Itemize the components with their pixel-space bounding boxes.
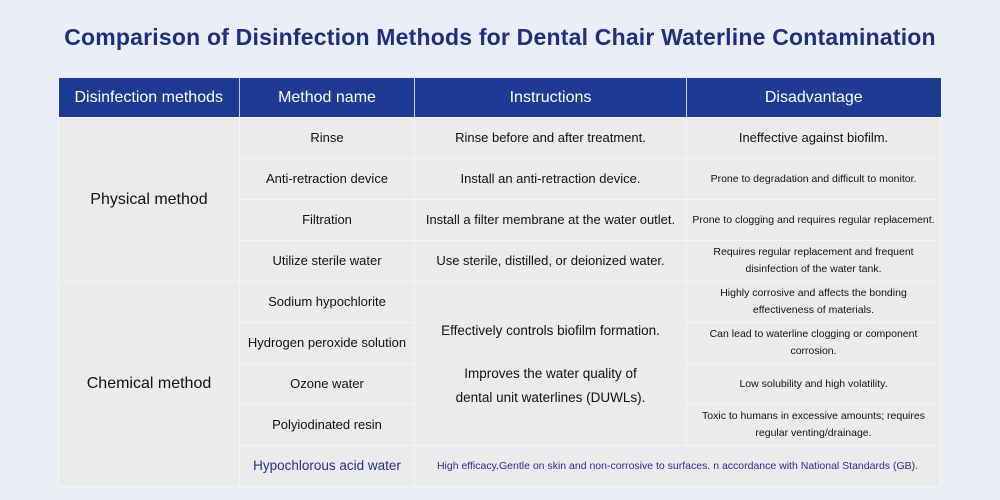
disadvantage: Low solubility and high volatility. (686, 363, 941, 405)
disadvantage: Can lead to waterline clogging or compon… (686, 322, 941, 364)
group-physical: Physical method (58, 117, 240, 282)
header-disinfection-methods: Disinfection methods (58, 78, 240, 118)
method-name: Anti-retraction device (239, 158, 415, 200)
table-row: Anti-retraction device Install an anti-r… (59, 158, 941, 200)
chemical-instructions: Effectively controls biofilm formation. … (414, 281, 687, 446)
table-row-highlight: Hypochlorous acid water High efficacy.Ge… (59, 445, 941, 487)
page-title: Comparison of Disinfection Methods for D… (64, 24, 936, 50)
method-name-highlight: Hypochlorous acid water (239, 445, 415, 487)
method-name: Sodium hypochlorite (239, 281, 415, 323)
table-row: Filtration Install a filter membrane at … (59, 199, 941, 241)
disadvantage: Ineffective against biofilm. (686, 117, 941, 159)
instruction: Install an anti-retraction device. (414, 158, 687, 200)
table-header-row: Disinfection methods Method name Instruc… (58, 78, 941, 118)
method-name: Polyiodinated resin (239, 404, 415, 446)
instruction: Use sterile, distilled, or deionized wat… (414, 240, 687, 282)
method-name: Ozone water (239, 363, 415, 405)
disadvantage: Prone to clogging and requires regular r… (686, 199, 941, 241)
header-instructions: Instructions (414, 78, 687, 118)
method-name: Rinse (239, 117, 415, 159)
method-name: Utilize sterile water (239, 240, 415, 282)
table-row: Utilize sterile water Use sterile, disti… (59, 240, 941, 282)
instruction-biofilm: Effectively controls biofilm formation. (441, 323, 660, 339)
table-row: Hydrogen peroxide solution Can lead to w… (59, 322, 941, 364)
disadvantage: Toxic to humans in excessive amounts; re… (686, 404, 941, 446)
method-name: Filtration (239, 199, 415, 241)
table-row: Physical method Rinse Rinse before and a… (58, 117, 941, 282)
instruction-water-quality: Improves the water quality of dental uni… (455, 366, 646, 405)
disadvantage: Requires regular replacement and frequen… (686, 240, 941, 282)
disadvantage: Highly corrosive and affects the bonding… (686, 281, 941, 323)
instruction: Install a filter membrane at the water o… (414, 199, 687, 241)
instruction: Rinse before and after treatment. (414, 117, 687, 159)
comparison-table: Disinfection methods Method name Instruc… (58, 78, 941, 487)
table-row: Ozone water Low solubility and high vola… (59, 363, 941, 405)
method-name: Hydrogen peroxide solution (239, 322, 415, 364)
highlight-description: High efficacy.Gentle on skin and non-cor… (414, 445, 941, 487)
group-chemical: Chemical method (58, 281, 240, 487)
header-method-name: Method name (239, 78, 415, 118)
table-row: Chemical method Sodium hypochlorite Effe… (58, 281, 941, 487)
table-row: Polyiodinated resin Toxic to humans in e… (59, 404, 941, 446)
disadvantage: Prone to degradation and difficult to mo… (686, 158, 941, 200)
header-disadvantage: Disadvantage (686, 78, 941, 118)
